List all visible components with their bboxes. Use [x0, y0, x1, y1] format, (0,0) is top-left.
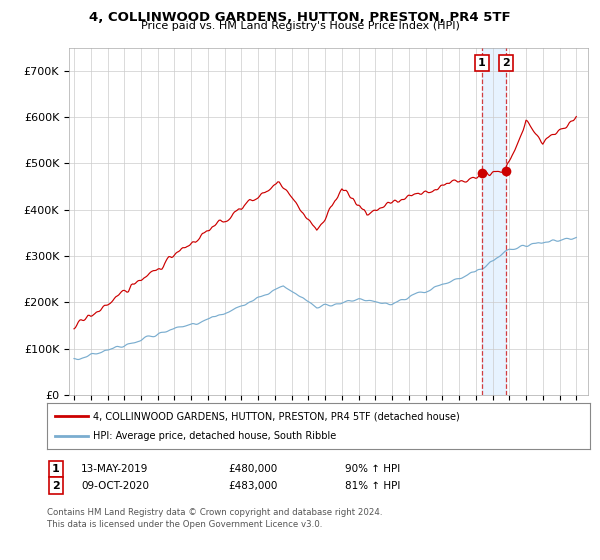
Text: Contains HM Land Registry data © Crown copyright and database right 2024.
This d: Contains HM Land Registry data © Crown c… [47, 508, 382, 529]
Text: 2: 2 [52, 480, 59, 491]
Text: 1: 1 [52, 464, 59, 474]
Text: £480,000: £480,000 [228, 464, 277, 474]
Text: HPI: Average price, detached house, South Ribble: HPI: Average price, detached house, Sout… [93, 431, 336, 441]
Text: 81% ↑ HPI: 81% ↑ HPI [345, 480, 400, 491]
Text: Price paid vs. HM Land Registry's House Price Index (HPI): Price paid vs. HM Land Registry's House … [140, 21, 460, 31]
Text: 09-OCT-2020: 09-OCT-2020 [81, 480, 149, 491]
Text: 13-MAY-2019: 13-MAY-2019 [81, 464, 148, 474]
Text: 4, COLLINWOOD GARDENS, HUTTON, PRESTON, PR4 5TF: 4, COLLINWOOD GARDENS, HUTTON, PRESTON, … [89, 11, 511, 24]
Bar [482, 48, 506, 395]
Text: 2: 2 [502, 58, 509, 68]
Text: 90% ↑ HPI: 90% ↑ HPI [345, 464, 400, 474]
Text: 4, COLLINWOOD GARDENS, HUTTON, PRESTON, PR4 5TF (detached house): 4, COLLINWOOD GARDENS, HUTTON, PRESTON, … [93, 411, 460, 421]
Text: £483,000: £483,000 [228, 480, 277, 491]
Text: 1: 1 [478, 58, 486, 68]
